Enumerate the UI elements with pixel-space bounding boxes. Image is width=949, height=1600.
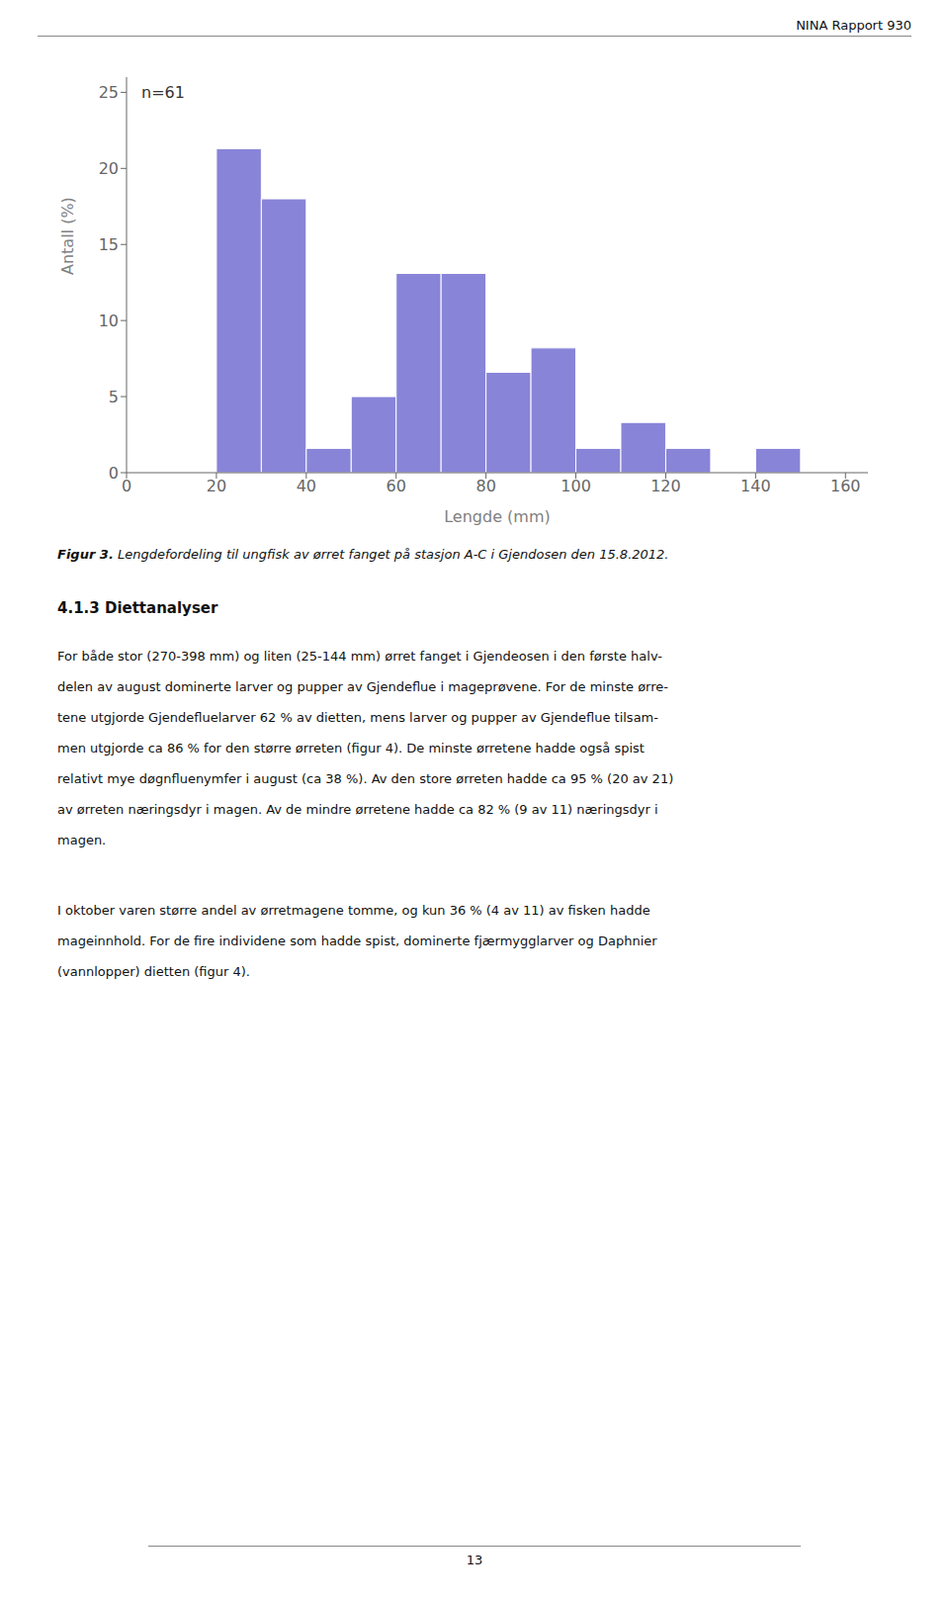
svg-text:160: 160 [830, 476, 862, 496]
html-text:relativt mye døgnfluenymfer i: relativt mye døgnfluenymfer i august (ca… [57, 771, 674, 786]
svg-text:20: 20 [206, 476, 227, 496]
svg-text:140: 140 [740, 476, 772, 496]
html-text:Figur 3. Lengdefordeling til u: Figur 3. Lengdefordeling til ungfisk av … [57, 546, 669, 562]
html-text:NINA Rapport 930: NINA Rapport 930 [795, 17, 912, 33]
html-text:delen av august dominerte larv: delen av august dominerte larver og pupp… [57, 679, 669, 694]
html-text:4.1.3 Diettanalyser: 4.1.3 Diettanalyser [57, 599, 218, 617]
svg-text:100: 100 [560, 476, 592, 496]
svg-text:60: 60 [386, 476, 407, 496]
html-text:13: 13 [466, 1552, 483, 1567]
html-text:(vannlopper) dietten (figur 4): (vannlopper) dietten (figur 4). [57, 963, 251, 979]
html-text:men utgjorde ca 86 % for den s: men utgjorde ca 86 % for den større ørre… [57, 740, 645, 756]
html-text:magen.: magen. [57, 832, 107, 848]
svg-text:120: 120 [650, 476, 682, 496]
svg-text:5: 5 [108, 387, 119, 407]
svg-text:0: 0 [108, 463, 119, 483]
html-text:av ørreten næringsdyr i magen.: av ørreten næringsdyr i magen. Av de min… [57, 801, 658, 817]
html-text:I oktober varen større andel a: I oktober varen større andel av ørretmag… [57, 902, 651, 918]
html-text:tene utgjorde Gjendefluelarver: tene utgjorde Gjendefluelarver 62 % av d… [57, 709, 659, 725]
svg-text:15: 15 [98, 235, 119, 255]
html-text:For både stor (270-398 mm) og: For både stor (270-398 mm) og liten (25-… [57, 648, 663, 664]
html-text:mageinnhold. For de fire indiv: mageinnhold. For de fire individene som … [57, 933, 657, 949]
svg-text:10: 10 [98, 311, 119, 331]
svg-text:80: 80 [475, 476, 496, 496]
svg-text:20: 20 [98, 159, 119, 178]
svg-text:25: 25 [98, 83, 119, 102]
html-text:n=61: n=61 [141, 83, 185, 102]
svg-text:0: 0 [121, 476, 132, 496]
svg-text:Lengde (mm): Lengde (mm) [443, 507, 551, 526]
svg-text:40: 40 [296, 476, 317, 496]
svg-text:Antall (%): Antall (%) [58, 196, 78, 275]
